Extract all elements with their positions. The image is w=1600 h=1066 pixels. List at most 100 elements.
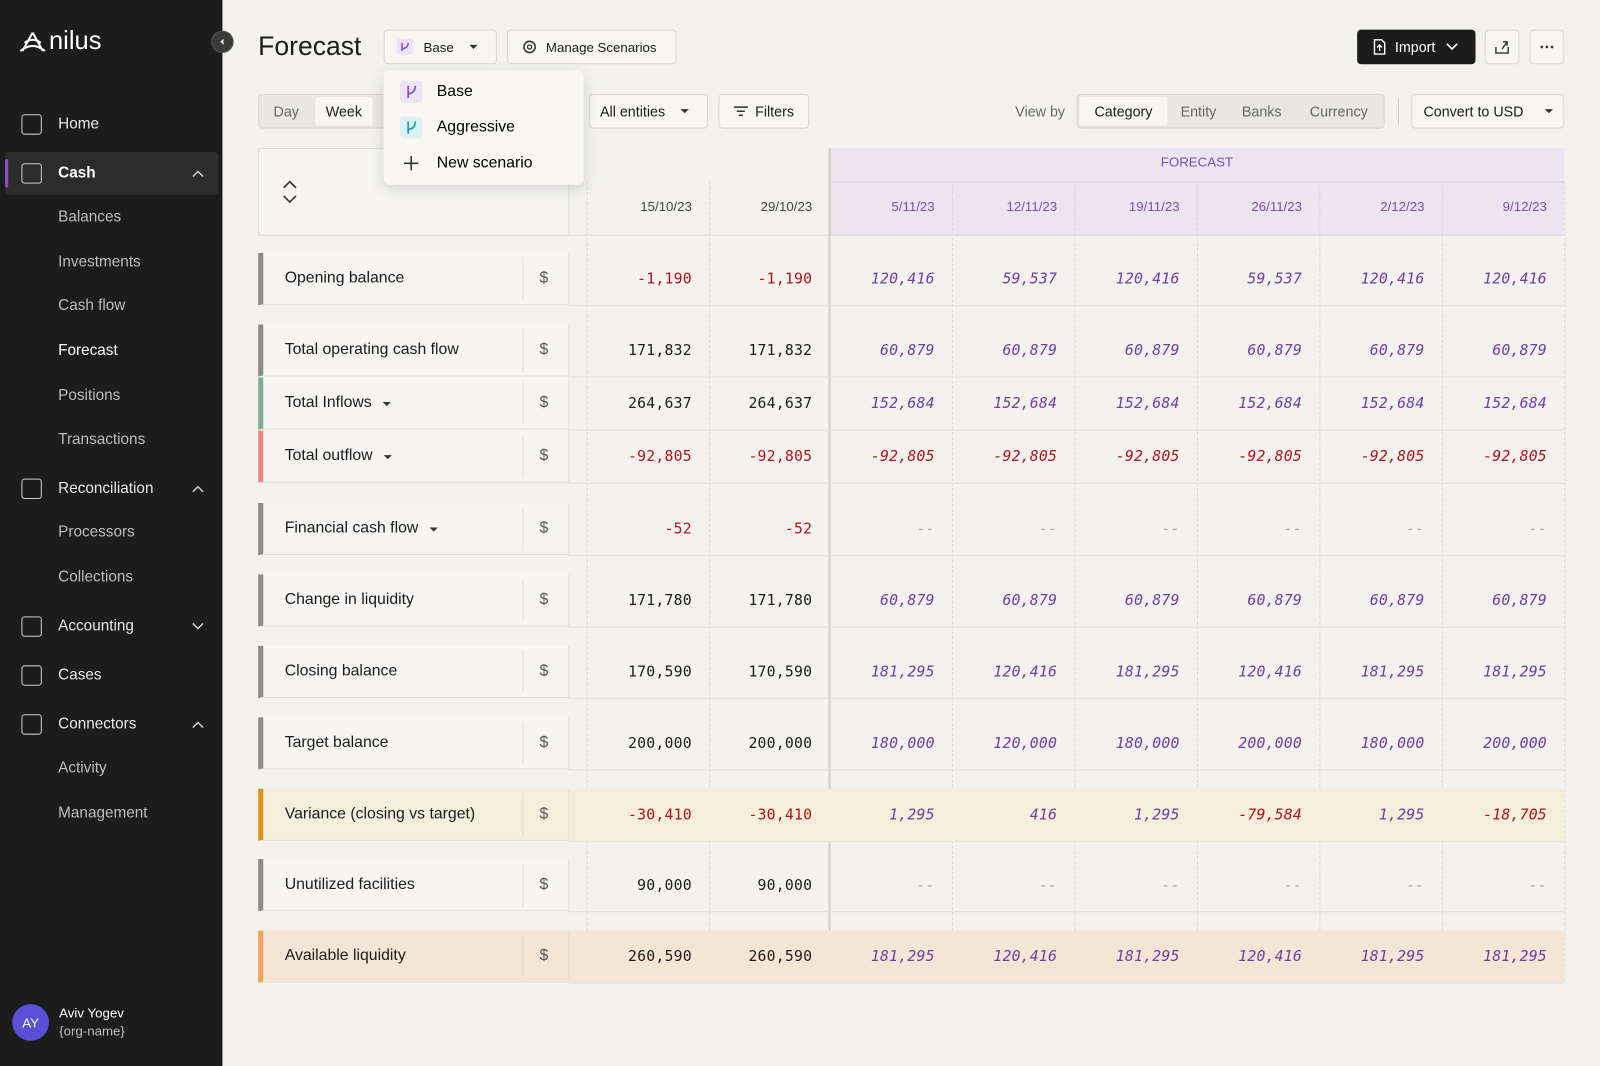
branch-icon: [399, 80, 423, 104]
cell-value: 171,832: [748, 342, 813, 359]
view-option-selected[interactable]: Category: [1079, 96, 1168, 126]
expand-caret[interactable]: [429, 526, 439, 532]
nav-subitem[interactable]: Activity: [58, 759, 107, 777]
manage-scenarios-button[interactable]: Manage Scenarios: [507, 29, 677, 65]
logo-icon: [19, 32, 46, 52]
row-unit: $: [539, 268, 549, 287]
cell-value: -92,805: [1115, 448, 1180, 465]
view-option[interactable]: Banks: [1241, 103, 1282, 120]
period-option[interactable]: Day: [273, 103, 299, 120]
cell-value: 200,000: [748, 735, 813, 752]
row-label: Unutilized facilities: [284, 874, 415, 893]
row-unit: $: [539, 946, 549, 964]
cell-value: -52: [784, 520, 813, 538]
view-option[interactable]: Entity: [1180, 103, 1217, 120]
page-title: Forecast: [258, 30, 362, 62]
row-unit: $: [539, 874, 549, 893]
cell-value: -30,410: [628, 806, 692, 823]
cell-value: 120,416: [1238, 948, 1303, 965]
cell-value: 181,295: [870, 948, 935, 965]
row-label-cell: Change in liquidity $: [258, 574, 570, 627]
cell-divider: [522, 578, 524, 623]
cell-value: 171,780: [748, 592, 813, 609]
share-button[interactable]: [1484, 29, 1520, 65]
nav-icon: [21, 478, 42, 499]
nav-subitem[interactable]: Transactions: [58, 430, 146, 448]
chevron[interactable]: [192, 169, 204, 178]
scenario-select[interactable]: Base: [383, 29, 497, 65]
nav-subitem[interactable]: Collections: [58, 568, 134, 586]
more-button[interactable]: [1529, 29, 1565, 65]
cell-value: 90,000: [757, 877, 813, 894]
nav-subitem[interactable]: Management: [58, 804, 148, 822]
cell-value: 181,295: [1360, 948, 1425, 965]
entities-select[interactable]: All entities: [588, 93, 709, 129]
cell-value: --: [1161, 877, 1180, 894]
collapse-button[interactable]: [211, 30, 234, 54]
divider: [1397, 97, 1399, 125]
currency-select[interactable]: Convert to USD: [1411, 93, 1565, 129]
cell-value: 170,590: [628, 663, 692, 681]
column-divider: [1074, 181, 1076, 982]
chevron[interactable]: [192, 485, 204, 493]
row-label-cell: Target balance $: [258, 717, 570, 770]
row-divider: [568, 840, 1565, 842]
nav-subitem[interactable]: Cash flow: [58, 296, 126, 315]
row-label: Available liquidity: [284, 946, 406, 964]
nav-subitem[interactable]: Balances: [58, 208, 122, 226]
avatar[interactable]: AY: [12, 1004, 49, 1041]
menu-item[interactable]: Aggressive: [399, 116, 515, 139]
nav-item[interactable]: Connectors: [58, 715, 137, 733]
nav-subitem[interactable]: Forecast: [58, 341, 118, 360]
cell-value: 171,780: [628, 592, 692, 609]
cell-value: 1,295: [1378, 806, 1425, 823]
nav-item[interactable]: Home: [58, 115, 99, 133]
chevron[interactable]: [192, 622, 204, 630]
column-divider: [1564, 181, 1566, 982]
cell-value: --: [1528, 877, 1547, 894]
chevron[interactable]: [192, 720, 204, 729]
row-label: Variance (closing vs target): [284, 804, 476, 822]
row-divider: [568, 305, 1565, 307]
cell-value: 120,000: [993, 735, 1058, 752]
row-label: Closing balance: [284, 661, 398, 680]
plus-icon: [404, 156, 419, 171]
import-label: Import: [1394, 38, 1436, 56]
nav-item[interactable]: Accounting: [58, 617, 134, 635]
cell-value: --: [1038, 877, 1058, 894]
row-unit: $: [539, 518, 549, 537]
file-icon: [1373, 39, 1386, 55]
nav-subitem[interactable]: Processors: [58, 523, 135, 541]
row-label: Target balance: [284, 733, 389, 751]
nav-active-bar: [5, 159, 9, 188]
expand-caret[interactable]: [383, 454, 393, 460]
column-header: 12/11/23: [1006, 198, 1058, 215]
menu-item[interactable]: New scenario: [400, 152, 533, 174]
nav-item[interactable]: Cases: [58, 666, 102, 684]
expand-caret[interactable]: [382, 401, 392, 407]
cell-value: 1,295: [1134, 806, 1180, 823]
cell-value: 171,832: [628, 342, 692, 359]
import-button[interactable]: Import: [1357, 29, 1476, 65]
view-option[interactable]: Currency: [1309, 103, 1368, 120]
nav-item[interactable]: Cash: [58, 164, 96, 182]
nav-item[interactable]: Reconciliation: [58, 479, 154, 497]
cell-value: 200,000: [1238, 735, 1303, 752]
row-unit: $: [539, 393, 549, 411]
row-bg: [568, 788, 1565, 841]
nav-subitem[interactable]: Investments: [58, 253, 141, 271]
cell-value: -18,705: [1483, 806, 1547, 823]
menu-item[interactable]: Base: [399, 80, 473, 104]
nav-icon: [21, 665, 42, 686]
cell-value: 120,416: [993, 948, 1058, 965]
manage-scenarios-label: Manage Scenarios: [545, 39, 657, 55]
period-toggle: Day Week: [258, 93, 402, 129]
sort-icon[interactable]: [282, 180, 298, 204]
nav-subitem[interactable]: Positions: [58, 386, 121, 405]
cell-value: 180,000: [1115, 735, 1180, 752]
row-label-cell: Unutilized facilities $: [258, 859, 570, 912]
filters-button[interactable]: Filters: [718, 93, 810, 129]
column-header: 19/11/23: [1128, 198, 1180, 215]
period-option-selected[interactable]: Week: [315, 96, 373, 126]
